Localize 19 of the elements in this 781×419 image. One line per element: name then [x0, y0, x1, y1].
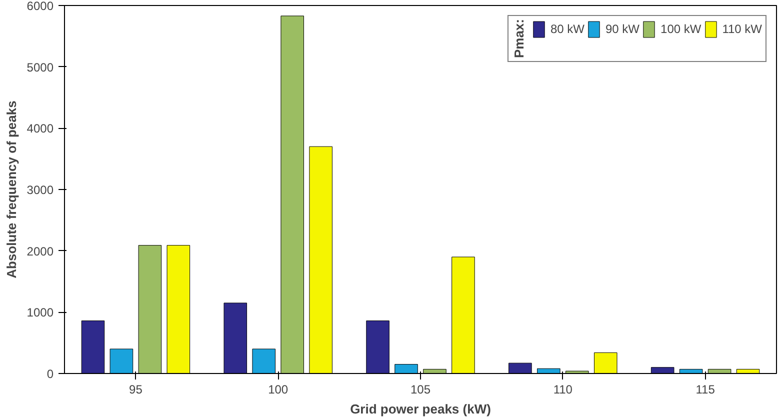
x-tick-label: 115 — [696, 382, 716, 396]
legend-label: 90 kW — [606, 22, 640, 36]
x-tick-label: 100 — [268, 382, 288, 396]
legend-label: 100 kW — [660, 22, 702, 36]
y-tick-label: 2000 — [26, 244, 54, 258]
y-tick-label: 4000 — [26, 122, 54, 136]
legend-label: 80 kW — [550, 22, 584, 36]
x-tick-label: 105 — [410, 382, 431, 396]
y-tick-label: 3000 — [26, 183, 54, 197]
legend-label: 110 kW — [722, 22, 762, 36]
x-axis-title: Grid power peaks (kW) — [350, 402, 491, 416]
x-tick-label: 110 — [553, 382, 573, 396]
y-tick-label: 0 — [46, 367, 54, 381]
y-tick-label: 5000 — [26, 60, 54, 74]
y-tick-label: 6000 — [26, 0, 54, 13]
y-tick-label: 1000 — [26, 306, 54, 320]
y-axis-title: Absolute frequency of peaks — [4, 100, 19, 278]
legend-title: Pmax: — [511, 19, 526, 58]
x-tick-label: 95 — [129, 382, 143, 396]
